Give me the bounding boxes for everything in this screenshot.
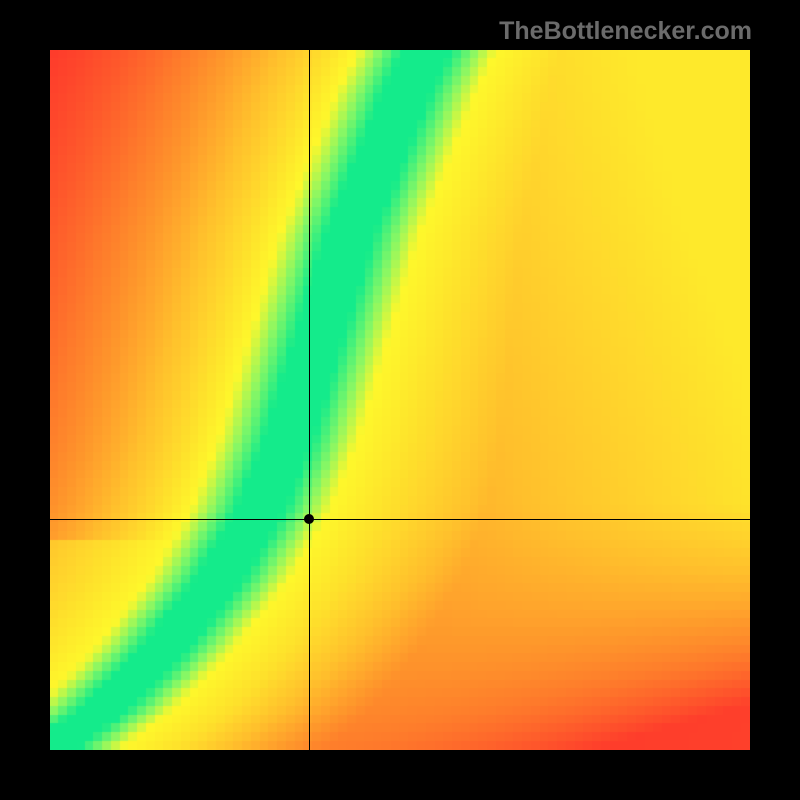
heatmap-canvas (50, 50, 750, 750)
watermark-text: TheBottlenecker.com (499, 17, 752, 46)
marker-dot (304, 514, 314, 524)
crosshair-horizontal (50, 519, 750, 520)
bottleneck-heatmap (50, 50, 750, 750)
crosshair-vertical (309, 50, 310, 750)
